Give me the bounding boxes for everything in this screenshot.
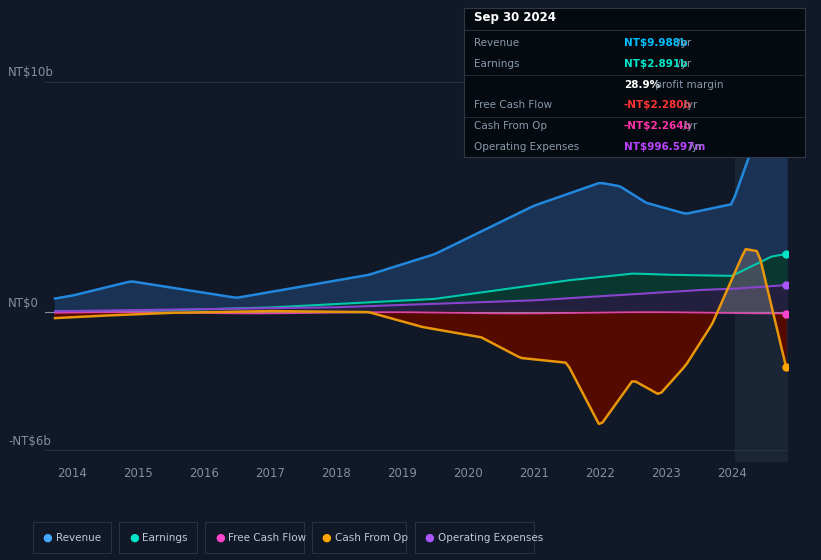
Text: Cash From Op: Cash From Op — [335, 533, 408, 543]
Text: /yr: /yr — [674, 59, 691, 69]
Text: /yr: /yr — [680, 121, 697, 131]
Text: /yr: /yr — [686, 142, 703, 152]
Text: NT$9.988b: NT$9.988b — [624, 38, 687, 48]
Text: Earnings: Earnings — [474, 59, 519, 69]
Text: NT$0: NT$0 — [8, 297, 39, 310]
Text: /yr: /yr — [680, 100, 697, 110]
Text: Free Cash Flow: Free Cash Flow — [474, 100, 552, 110]
Text: ●: ● — [129, 533, 139, 543]
Text: 28.9%: 28.9% — [624, 80, 660, 90]
Bar — [736, 48, 788, 462]
Text: ●: ● — [322, 533, 332, 543]
Text: Operating Expenses: Operating Expenses — [438, 533, 543, 543]
Text: ●: ● — [215, 533, 225, 543]
Text: NT$2.891b: NT$2.891b — [624, 59, 687, 69]
Text: Free Cash Flow: Free Cash Flow — [228, 533, 306, 543]
Text: Cash From Op: Cash From Op — [474, 121, 547, 131]
Text: Operating Expenses: Operating Expenses — [474, 142, 579, 152]
Text: /yr: /yr — [674, 38, 691, 48]
Text: NT$996.597m: NT$996.597m — [624, 142, 705, 152]
Text: ●: ● — [424, 533, 434, 543]
Text: Sep 30 2024: Sep 30 2024 — [474, 11, 556, 24]
Text: NT$10b: NT$10b — [8, 66, 54, 80]
Text: Earnings: Earnings — [142, 533, 187, 543]
Text: -NT$2.280b: -NT$2.280b — [624, 100, 692, 110]
Text: profit margin: profit margin — [652, 80, 723, 90]
Text: -NT$2.264b: -NT$2.264b — [624, 121, 692, 131]
Text: Revenue: Revenue — [56, 533, 101, 543]
Text: ●: ● — [43, 533, 53, 543]
Text: Revenue: Revenue — [474, 38, 519, 48]
Text: -NT$6b: -NT$6b — [8, 435, 51, 447]
